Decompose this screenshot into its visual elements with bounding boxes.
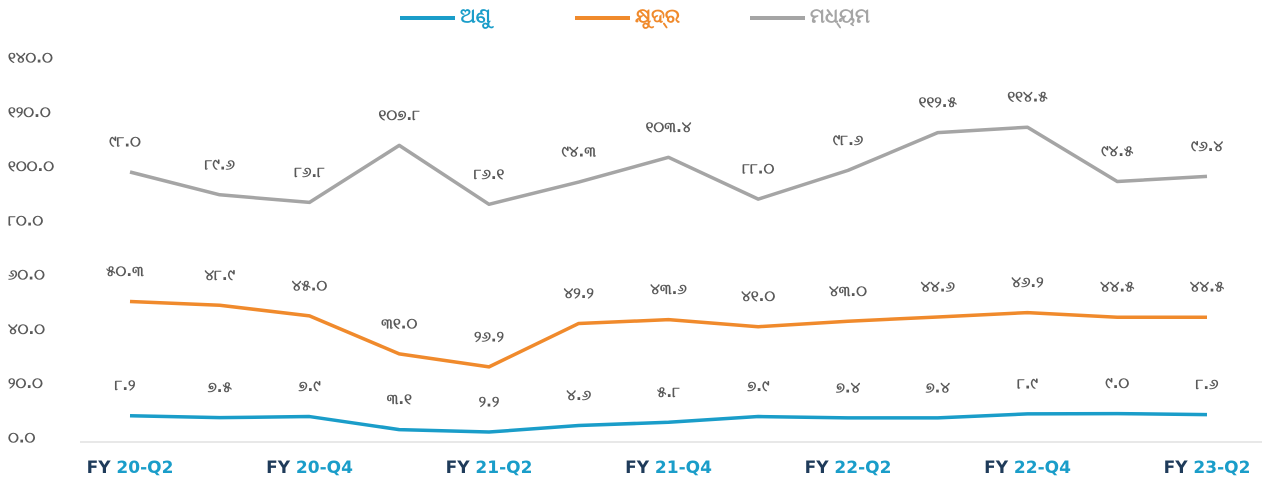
- data-label: ୮.୬: [1196, 375, 1220, 393]
- data-label: ୪୧.୦: [741, 287, 775, 305]
- data-label: ୪୪.୫: [1190, 278, 1225, 296]
- data-label: ୭.୫: [208, 378, 233, 396]
- data-label: ୪୨.୨: [564, 284, 595, 302]
- data-label: ୯୬.୪: [1191, 137, 1224, 155]
- y-tick-label: ୪୦.୦: [8, 320, 45, 338]
- y-tick-label: ୬୦.୦: [8, 266, 45, 284]
- data-label: ୧୦୭.୮: [379, 106, 422, 124]
- data-label: ୮୮.୦: [742, 160, 774, 178]
- data-label: ୧୧୪.୫: [1007, 88, 1048, 106]
- x-tick-label: FY 22-Q2: [805, 458, 892, 478]
- x-tick-label: FY 20-Q4: [266, 458, 353, 478]
- y-tick-label: ୧୪୦.୦: [8, 49, 53, 67]
- data-label: ୯୪.୫: [1101, 142, 1134, 160]
- x-tick-label: FY 23-Q2: [1164, 458, 1251, 478]
- data-label: ୪.୬: [566, 386, 591, 404]
- data-label: ୮.୨: [115, 376, 137, 394]
- data-label: ୮୬.୧: [474, 165, 505, 183]
- data-label: ୧୦୩.୪: [646, 118, 692, 136]
- data-label: ୧୧୨.୫: [919, 93, 958, 111]
- x-tick-label: FY 21-Q4: [625, 458, 712, 478]
- data-label: ୩୧.୦: [381, 314, 417, 332]
- y-tick-label: ୨୦.୦: [8, 374, 43, 392]
- data-label: ୪୩.୬: [650, 280, 687, 298]
- data-label: ୪୪.୬: [921, 277, 956, 295]
- data-label: ୫.୮: [657, 383, 681, 401]
- series-line: [129, 125, 1208, 207]
- data-label: ୭.୪: [926, 378, 951, 396]
- data-label: ୯୪.୩: [561, 143, 596, 161]
- y-tick-label: ୮୦.୦: [8, 211, 43, 229]
- data-label: ୮୯.୬: [205, 155, 236, 173]
- y-tick-label: ୧୨୦.୦: [8, 103, 51, 121]
- data-label: ୪୬.୨: [1011, 273, 1044, 291]
- data-label: ୭.୯: [298, 377, 321, 395]
- data-label: ୪୩.୦: [829, 282, 867, 300]
- legend-label: ଅଣୁ: [460, 4, 495, 30]
- data-label: ୨.୨: [479, 393, 500, 411]
- data-label: ୭.୯: [747, 377, 770, 395]
- legend-label: କ୍ଷୁଦ୍ର: [635, 4, 680, 30]
- data-label: ୮୬.୮: [294, 163, 326, 181]
- data-label: ୯.୦: [1105, 374, 1129, 392]
- y-tick-label: ୧୦୦.୦: [8, 157, 54, 175]
- data-label: ୭.୪: [836, 378, 861, 396]
- data-label: ୯୮.୬: [833, 131, 864, 149]
- y-tick-label: ୦.୦: [8, 429, 36, 447]
- series-line: [129, 411, 1208, 434]
- data-label: ୪୪.୫: [1100, 278, 1135, 296]
- legend-label: ମଧ୍ୟମ: [810, 4, 870, 29]
- data-label: ୯୮.୦: [109, 133, 141, 151]
- data-label: ୪୫.୦: [292, 276, 328, 294]
- series-line: [129, 299, 1207, 369]
- x-tick-label: FY 22-Q4: [984, 458, 1071, 478]
- data-label: ୫୦.୩: [106, 262, 144, 280]
- x-tick-label: FY 20-Q2: [87, 458, 174, 478]
- data-label: ୩.୧: [387, 390, 412, 408]
- data-label: ୪୮.୯: [204, 266, 235, 284]
- data-label: ୨୬.୨: [474, 327, 505, 345]
- x-tick-label: FY 21-Q2: [446, 458, 533, 478]
- data-label: ୮.୯: [1017, 374, 1039, 392]
